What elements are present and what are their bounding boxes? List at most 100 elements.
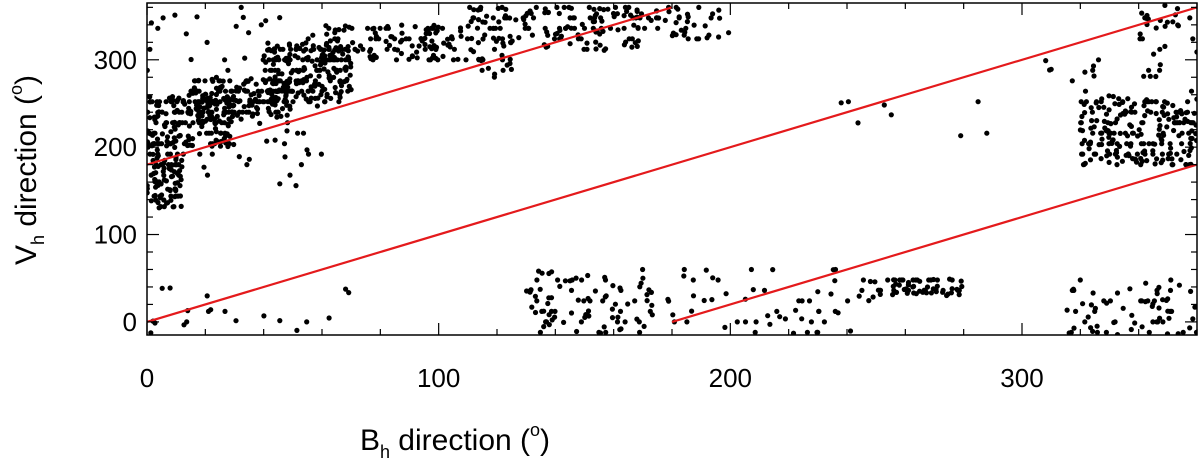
data-point	[165, 186, 171, 192]
data-point	[615, 314, 621, 320]
data-point	[814, 329, 820, 335]
data-point	[618, 326, 624, 332]
data-point	[284, 84, 290, 90]
data-point	[204, 172, 211, 178]
data-point	[624, 8, 630, 14]
data-point	[177, 183, 183, 189]
data-point	[284, 128, 290, 134]
data-point	[234, 112, 240, 118]
data-point	[207, 112, 213, 118]
data-point	[476, 57, 482, 63]
data-point	[305, 88, 311, 94]
data-point	[188, 56, 194, 63]
data-point	[899, 277, 905, 283]
data-point	[1164, 19, 1170, 25]
data-point	[551, 36, 558, 42]
data-point	[176, 95, 182, 101]
data-point	[1141, 103, 1147, 109]
data-point	[1068, 329, 1074, 335]
data-point	[568, 310, 575, 316]
data-point	[180, 98, 186, 104]
data-point	[574, 328, 580, 335]
data-point	[336, 27, 342, 33]
data-point	[208, 307, 214, 313]
data-point	[710, 11, 716, 17]
data-point	[934, 283, 940, 289]
data-point	[585, 272, 591, 279]
data-point	[474, 25, 481, 31]
data-point	[666, 9, 672, 15]
data-point	[708, 15, 714, 21]
data-point	[277, 78, 283, 84]
data-point	[563, 25, 569, 31]
data-point	[597, 330, 604, 335]
data-point	[204, 39, 210, 46]
data-point	[1192, 304, 1197, 310]
data-point	[621, 25, 627, 31]
data-point	[262, 67, 268, 73]
data-point	[891, 287, 897, 293]
data-point	[209, 90, 215, 97]
x-axis-title-subscript: h	[380, 442, 390, 462]
data-point	[536, 268, 542, 274]
data-point	[901, 286, 907, 293]
data-point	[398, 50, 404, 57]
data-point	[418, 36, 424, 42]
data-point	[1105, 120, 1111, 126]
data-point	[949, 286, 955, 292]
data-point	[345, 57, 352, 63]
data-point	[168, 162, 174, 168]
data-point	[342, 23, 348, 29]
data-point	[1122, 130, 1128, 136]
data-point	[175, 122, 181, 128]
data-point	[1157, 67, 1163, 73]
data-point	[529, 32, 536, 38]
data-point	[539, 308, 545, 314]
data-point	[555, 277, 561, 283]
data-point	[217, 143, 224, 149]
data-point	[228, 102, 234, 108]
data-point	[1107, 298, 1113, 304]
data-point	[493, 38, 499, 44]
data-point	[503, 6, 509, 12]
data-point	[266, 109, 272, 115]
data-point	[229, 88, 235, 94]
data-point	[923, 290, 930, 296]
data-point	[734, 319, 740, 325]
data-point	[334, 69, 340, 75]
data-point	[753, 319, 759, 325]
data-point	[808, 319, 815, 325]
data-point	[1094, 323, 1100, 329]
data-point	[216, 78, 222, 84]
data-point	[685, 36, 691, 42]
data-point	[368, 36, 374, 42]
data-point	[463, 57, 469, 63]
data-point	[561, 4, 567, 10]
data-point	[1131, 101, 1138, 107]
data-point	[272, 137, 278, 143]
data-point	[892, 277, 898, 283]
data-point	[427, 30, 433, 37]
data-point	[838, 100, 844, 106]
data-point	[628, 12, 634, 18]
data-point	[566, 4, 572, 10]
data-point	[602, 274, 608, 280]
data-point	[196, 109, 202, 115]
data-point	[1089, 118, 1095, 124]
data-point	[168, 197, 174, 203]
data-point	[1189, 135, 1195, 142]
data-point	[1144, 99, 1150, 105]
data-point	[1160, 319, 1166, 325]
data-point	[634, 316, 640, 322]
reference-line	[147, 6, 1197, 323]
data-point	[529, 304, 535, 310]
data-point	[154, 136, 161, 142]
data-point	[561, 319, 567, 325]
data-point	[585, 295, 591, 302]
data-point	[221, 135, 227, 142]
data-point	[439, 25, 446, 31]
data-point	[1110, 93, 1116, 100]
data-point	[1147, 73, 1153, 79]
data-point	[856, 293, 862, 299]
data-point	[226, 95, 232, 102]
